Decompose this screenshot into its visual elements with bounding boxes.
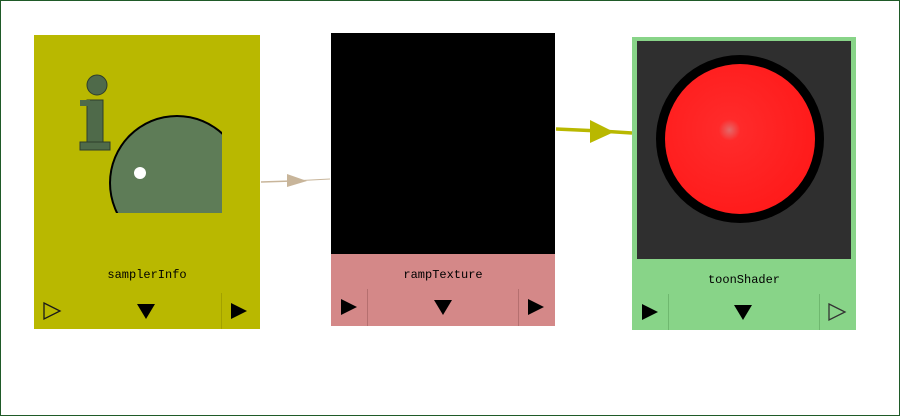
node-label: samplerInfo (107, 268, 187, 282)
expand-attributes-button[interactable] (431, 295, 455, 319)
node-label: rampTexture (403, 268, 483, 282)
input-port-button[interactable] (40, 299, 64, 323)
node-ramptexture[interactable]: rampTexture (331, 33, 555, 326)
output-port-button[interactable] (524, 295, 548, 319)
output-port-button[interactable] (227, 299, 251, 323)
toon-shader-sphere-swatch (637, 41, 851, 259)
connection-samplerinfo-to-ramptexture[interactable] (260, 174, 331, 187)
connection-ramptexture-to-toonshader[interactable] (555, 120, 633, 143)
divider (221, 293, 222, 329)
node-toonshader[interactable]: toonShader (632, 37, 856, 330)
triangle-down-icon (137, 304, 155, 319)
sampler-info-icon (79, 74, 222, 213)
input-port-button[interactable] (337, 295, 361, 319)
triangle-right-icon (642, 304, 658, 320)
triangle-down-icon (434, 300, 452, 315)
ramp-texture-swatch (331, 33, 555, 254)
triangle-right-icon (528, 299, 544, 315)
arrowhead-icon (287, 174, 307, 187)
triangle-right-outline-icon (43, 301, 62, 321)
expand-attributes-button[interactable] (731, 300, 755, 324)
divider (518, 289, 519, 326)
triangle-right-outline-icon (828, 302, 847, 322)
red-sphere-icon (656, 55, 824, 223)
output-port-button[interactable] (825, 300, 849, 324)
expand-attributes-button[interactable] (134, 299, 158, 323)
triangle-right-icon (231, 303, 247, 319)
node-label: toonShader (707, 273, 780, 287)
divider (367, 289, 368, 326)
triangle-down-icon (734, 305, 752, 320)
divider (668, 294, 669, 330)
arrowhead-icon (590, 120, 614, 143)
triangle-right-icon (341, 299, 357, 315)
input-port-button[interactable] (638, 300, 662, 324)
divider (819, 294, 820, 330)
node-samplerinfo[interactable]: samplerInfo (34, 35, 260, 329)
